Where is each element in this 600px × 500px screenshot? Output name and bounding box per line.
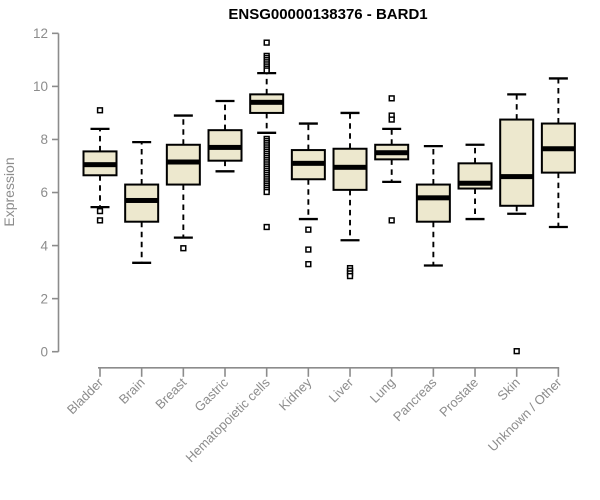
outlier-point bbox=[96, 217, 104, 224]
x-category-label: Breast bbox=[152, 375, 189, 412]
box-unknown-other bbox=[540, 77, 576, 229]
x-category-label: Unknown / Other bbox=[485, 374, 565, 454]
y-tick-label: 6 bbox=[40, 185, 48, 200]
iqr-box bbox=[124, 183, 160, 223]
y-tick-label: 4 bbox=[40, 238, 48, 253]
median-line bbox=[250, 99, 284, 105]
median-line bbox=[416, 195, 450, 201]
x-category-label: Liver bbox=[326, 374, 357, 405]
median-line bbox=[125, 197, 159, 203]
y-tick-label: 10 bbox=[33, 79, 48, 94]
y-axis-title: Expression bbox=[1, 157, 17, 226]
y-tick-label: 2 bbox=[40, 291, 48, 306]
outlier-point bbox=[263, 223, 270, 231]
median-line bbox=[458, 180, 492, 186]
x-category-label: Skin bbox=[494, 375, 522, 403]
median-line bbox=[333, 164, 367, 170]
plot-area bbox=[82, 39, 576, 355]
outlier-point bbox=[388, 217, 395, 224]
x-category-label: Prostate bbox=[436, 375, 481, 420]
outlier-point bbox=[180, 245, 187, 252]
outlier-point bbox=[263, 67, 270, 74]
x-category-label: Gastric bbox=[191, 374, 231, 414]
median-line bbox=[291, 160, 325, 166]
x-category-label: Bladder bbox=[64, 374, 107, 417]
box-breast bbox=[165, 114, 201, 252]
box-lung bbox=[374, 95, 410, 224]
median-line bbox=[208, 144, 242, 150]
box-kidney bbox=[290, 122, 326, 268]
outlier-point bbox=[96, 107, 104, 114]
median-line bbox=[375, 150, 409, 156]
y-tick-label: 0 bbox=[40, 344, 48, 359]
outlier-point bbox=[305, 261, 312, 268]
outlier-point bbox=[388, 116, 395, 123]
outlier-point bbox=[305, 226, 312, 233]
iqr-box bbox=[499, 118, 535, 207]
box-liver bbox=[332, 111, 368, 280]
box-hematopoietic-cells bbox=[249, 39, 285, 231]
outlier-point bbox=[96, 207, 104, 215]
box-prostate bbox=[457, 143, 493, 221]
outlier-point bbox=[263, 188, 270, 196]
box-gastric bbox=[207, 99, 243, 173]
x-category-label: Pancreas bbox=[390, 374, 440, 424]
median-line bbox=[541, 146, 575, 152]
box-pancreas bbox=[415, 144, 451, 267]
y-axis: 0 2 4 6 8 10 12 bbox=[33, 26, 60, 359]
outlier-point bbox=[305, 246, 312, 253]
x-category-label: Lung bbox=[367, 375, 398, 406]
median-line bbox=[83, 162, 117, 168]
x-category-label: Brain bbox=[116, 375, 148, 407]
box-skin bbox=[499, 93, 535, 355]
chart-title: ENSG00000138376 - BARD1 bbox=[228, 6, 427, 23]
x-category-label: Kidney bbox=[276, 374, 315, 413]
outlier-point bbox=[263, 39, 270, 46]
iqr-box bbox=[165, 143, 201, 186]
outlier-point bbox=[346, 272, 354, 280]
median-line bbox=[166, 159, 200, 165]
median-line bbox=[500, 174, 534, 180]
box-bladder bbox=[82, 107, 118, 224]
y-tick-label: 8 bbox=[40, 132, 48, 147]
outlier-point bbox=[388, 95, 395, 102]
iqr-box bbox=[415, 183, 451, 223]
outlier-point bbox=[513, 348, 520, 355]
y-tick-label: 12 bbox=[33, 26, 48, 41]
box-brain bbox=[124, 140, 160, 264]
